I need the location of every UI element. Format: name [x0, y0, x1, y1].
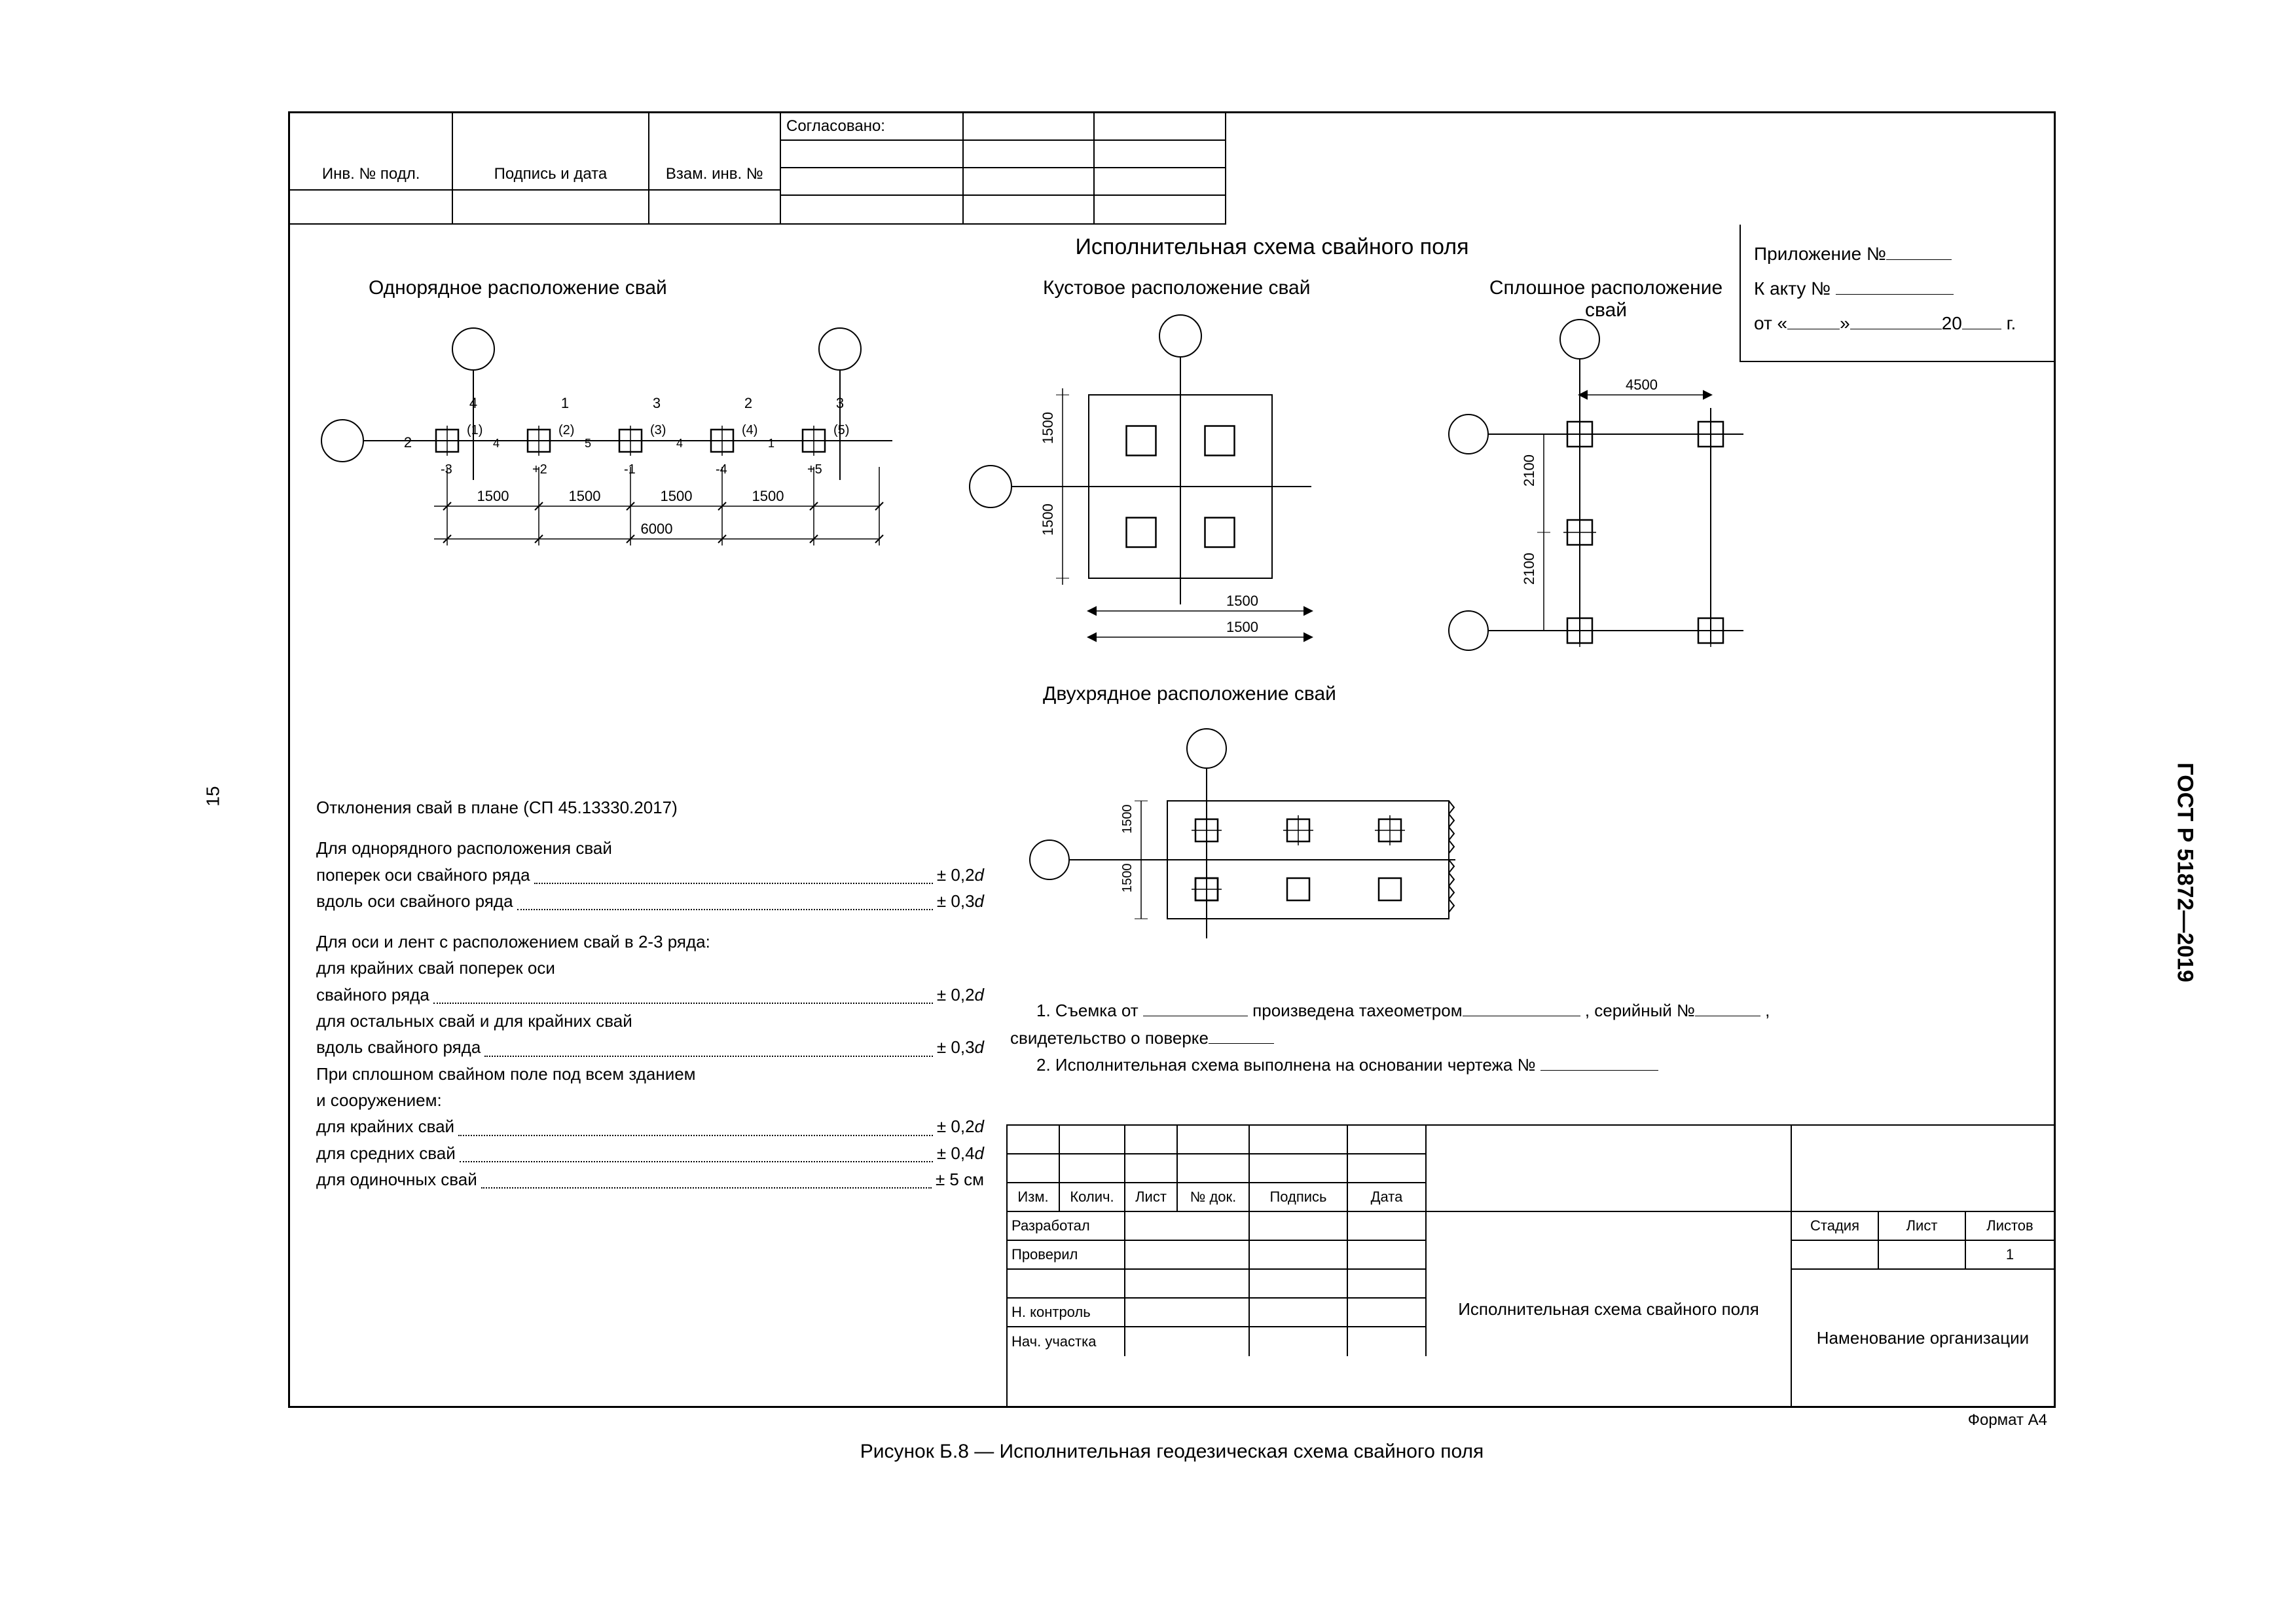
svg-text:-3: -3 — [441, 462, 452, 477]
svg-text:1500: 1500 — [1226, 593, 1258, 609]
approval-block: Согласовано: — [781, 113, 1226, 225]
appendix-l1: Приложение № — [1754, 244, 1886, 264]
hdr-vzam: Взам. инв. № — [649, 159, 780, 191]
svg-text:1500: 1500 — [1226, 619, 1258, 635]
appendix-l3b: » — [1840, 313, 1850, 333]
title-block: Изм. Колич. Лист № док. Подпись Дата Раз… — [1006, 1124, 2054, 1406]
subtitle-tworow: Двухрядное расположение свай — [1043, 683, 1336, 705]
hdr-inv: Инв. № подл. — [290, 159, 453, 191]
format-label: Формат А4 — [1968, 1411, 2047, 1430]
drawing-frame: Инв. № подл. Подпись и дата Взам. инв. №… — [288, 111, 2056, 1408]
svg-text:+5: +5 — [807, 462, 822, 477]
svg-text:2: 2 — [744, 395, 752, 411]
svg-text:4500: 4500 — [1626, 377, 1658, 393]
svg-text:1500: 1500 — [569, 488, 601, 504]
svg-text:(3): (3) — [650, 423, 666, 437]
subtitle-single: Однорядное расположение свай — [369, 277, 667, 299]
svg-text:-1: -1 — [624, 462, 636, 477]
svg-text:(2): (2) — [558, 423, 574, 437]
gost-label: ГОСТ Р 51872—2019 — [2172, 762, 2198, 982]
approval-label: Согласовано: — [781, 113, 964, 141]
diagram-solid: 4500 2100 2100 — [1429, 303, 1770, 670]
svg-text:1500: 1500 — [1040, 504, 1056, 536]
svg-text:4: 4 — [493, 437, 500, 450]
svg-text:+2: +2 — [532, 462, 547, 477]
diagram-cluster: 1500 1500 1500 1500 — [945, 303, 1403, 670]
svg-text:(1): (1) — [467, 423, 483, 437]
main-title: Исполнительная схема свайного поля — [781, 234, 1763, 260]
figure-caption: Рисунок Б.8 — Исполнительная геодезическ… — [288, 1441, 2056, 1463]
svg-text:2: 2 — [404, 434, 412, 451]
deviation-text: Отклонения свай в плане (СП 45.13330.201… — [316, 794, 984, 1192]
svg-text:(5): (5) — [833, 423, 849, 437]
svg-text:1500: 1500 — [1120, 805, 1135, 834]
svg-text:4: 4 — [469, 395, 477, 411]
svg-text:1500: 1500 — [1120, 864, 1135, 893]
page-number: 15 — [203, 786, 224, 806]
svg-text:3: 3 — [653, 395, 661, 411]
appendix-l2: К акту № — [1754, 278, 1831, 299]
svg-text:(4): (4) — [742, 423, 757, 437]
svg-text:2100: 2100 — [1521, 454, 1537, 487]
svg-text:1500: 1500 — [1040, 412, 1056, 444]
diagram-single-row: 4 1 3 2 3 2 (1) (2) (3) (4) (5) 4 5 4 1 -3 +2 -1 -4 +5 1500 1… — [303, 310, 932, 585]
svg-text:1: 1 — [768, 437, 774, 450]
appendix-l3c: 20 — [1942, 313, 1962, 333]
svg-text:-4: -4 — [716, 462, 727, 477]
svg-text:2100: 2100 — [1521, 553, 1537, 585]
header-left-block: Инв. № подл. Подпись и дата Взам. инв. № — [290, 113, 781, 225]
svg-text:4: 4 — [676, 437, 683, 450]
svg-text:1500: 1500 — [752, 488, 784, 504]
hdr-sign: Подпись и дата — [453, 159, 649, 191]
svg-text:3: 3 — [836, 395, 844, 411]
subtitle-cluster: Кустовое расположение свай — [1043, 277, 1311, 299]
svg-text:1500: 1500 — [661, 488, 693, 504]
survey-notes: 1. Съемка от произведена тахеометром , с… — [1010, 997, 1992, 1079]
appendix-l3d: г. — [2007, 313, 2016, 333]
svg-text:6000: 6000 — [641, 521, 673, 537]
appendix-box: Приложение № К акту № от «»20 г. — [1740, 225, 2054, 362]
svg-text:1: 1 — [561, 395, 569, 411]
svg-text:1500: 1500 — [477, 488, 509, 504]
svg-text:5: 5 — [585, 437, 591, 450]
diagram-two-row: 1500 1500 — [1010, 716, 1482, 978]
